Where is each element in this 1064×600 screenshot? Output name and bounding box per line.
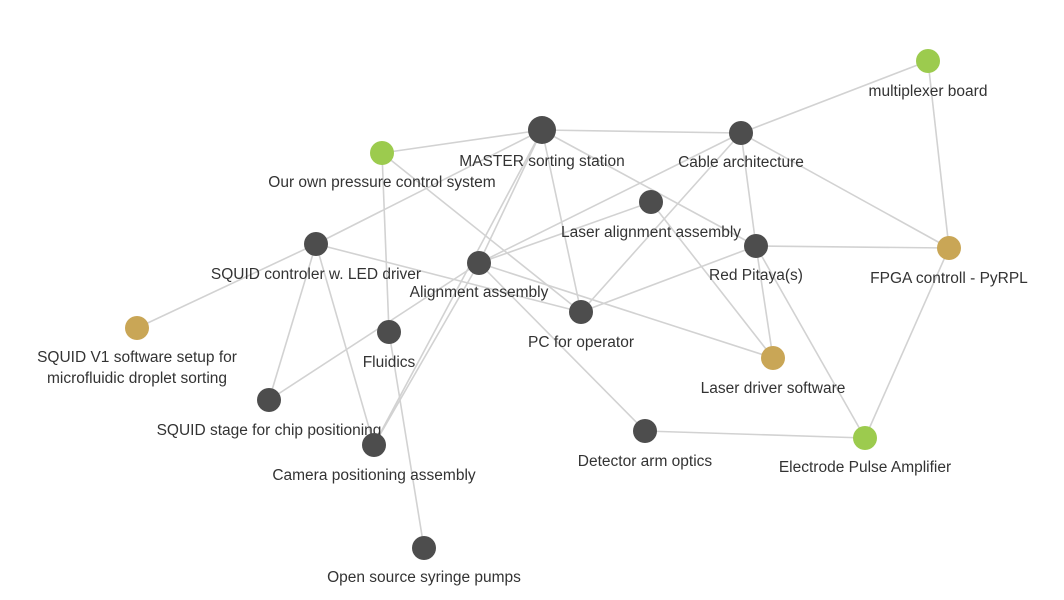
- node-camera[interactable]: Camera positioning assembly: [272, 433, 476, 484]
- node-pressure[interactable]: Our own pressure control system: [268, 141, 496, 191]
- node-red-pitaya[interactable]: Red Pitaya(s): [709, 234, 803, 284]
- edge-cable-fpga: [740, 132, 950, 249]
- edge-red_pitaya-fpga: [755, 245, 950, 249]
- edge-align-detector: [478, 262, 646, 432]
- node-label: SQUID controler w. LED driver: [211, 266, 421, 283]
- node-label: Fluidics: [363, 354, 416, 371]
- node-fluidics[interactable]: Fluidics: [363, 320, 416, 371]
- node-label: Cable architecture: [678, 154, 804, 171]
- edge-red_pitaya-electrode: [755, 245, 866, 439]
- edge-fpga-electrode: [864, 247, 950, 439]
- edge-red_pitaya-laser_driver: [755, 245, 774, 359]
- node-syringe[interactable]: Open source syringe pumps: [327, 536, 521, 586]
- edge-master-align: [478, 129, 543, 264]
- node-circle[interactable]: [370, 141, 394, 165]
- edge-align-squid_stage: [268, 262, 480, 401]
- node-circle[interactable]: [916, 49, 940, 73]
- node-label: Open source syringe pumps: [327, 569, 521, 586]
- node-multiplexer[interactable]: multiplexer board: [869, 49, 988, 100]
- node-label: PC for operator: [528, 334, 634, 351]
- node-circle[interactable]: [304, 232, 328, 256]
- edge-multiplexer-fpga: [927, 60, 950, 249]
- edge-align-camera: [373, 262, 480, 446]
- node-squid-v1[interactable]: SQUID V1 software setup for microfluidic …: [37, 316, 237, 387]
- edge-red_pitaya-pc: [580, 245, 757, 313]
- node-label: Electrode Pulse Amplifier: [779, 459, 951, 476]
- node-circle[interactable]: [744, 234, 768, 258]
- node-circle[interactable]: [937, 236, 961, 260]
- node-label: microfluidic droplet sorting: [47, 370, 227, 387]
- edge-cable-red_pitaya: [740, 132, 757, 247]
- node-circle[interactable]: [633, 419, 657, 443]
- node-label: multiplexer board: [869, 83, 988, 100]
- edge-cable-pc: [580, 132, 742, 313]
- edge-detector-electrode: [644, 430, 866, 439]
- node-label: Camera positioning assembly: [272, 467, 476, 484]
- edge-squid_ctrl-squid_v1: [136, 243, 317, 329]
- edge-cable-multiplexer: [740, 60, 929, 134]
- node-label: Laser alignment assembly: [561, 224, 741, 241]
- edge-master-camera: [373, 129, 543, 446]
- node-circle[interactable]: [412, 536, 436, 560]
- edge-pressure-fluidics: [381, 152, 390, 333]
- edge-squid_ctrl-squid_stage: [268, 243, 317, 401]
- edge-fluidics-syringe: [388, 331, 425, 549]
- node-pc[interactable]: PC for operator: [528, 300, 634, 351]
- edge-laser_align-laser_driver: [650, 201, 774, 359]
- node-circle[interactable]: [528, 116, 556, 144]
- node-circle[interactable]: [362, 433, 386, 457]
- node-electrode[interactable]: Electrode Pulse Amplifier: [779, 426, 951, 476]
- edge-master-red_pitaya: [541, 129, 757, 247]
- edge-cable-align: [478, 132, 742, 264]
- node-label: SQUID V1 software setup for: [37, 349, 237, 366]
- node-label: Laser driver software: [701, 380, 846, 397]
- node-label: Red Pitaya(s): [709, 267, 803, 284]
- node-label: Detector arm optics: [578, 453, 713, 470]
- node-circle[interactable]: [853, 426, 877, 450]
- node-circle[interactable]: [729, 121, 753, 145]
- node-label: Our own pressure control system: [268, 174, 495, 191]
- edge-master-cable: [541, 129, 742, 134]
- node-master[interactable]: MASTER sorting station: [459, 116, 625, 170]
- edge-align-laser_driver: [478, 262, 774, 359]
- node-squid-ctrl[interactable]: SQUID controler w. LED driver: [211, 232, 421, 283]
- edge-laser_align-align: [478, 201, 652, 264]
- edge-master-pc: [541, 129, 582, 313]
- node-fpga[interactable]: FPGA controll - PyRPL: [870, 236, 1028, 287]
- node-circle[interactable]: [569, 300, 593, 324]
- edge-master-squid_ctrl: [315, 129, 543, 245]
- node-circle[interactable]: [377, 320, 401, 344]
- node-circle[interactable]: [467, 251, 491, 275]
- node-laser-align[interactable]: Laser alignment assembly: [561, 190, 741, 241]
- node-circle[interactable]: [257, 388, 281, 412]
- node-circle[interactable]: [639, 190, 663, 214]
- edge-master-pressure: [381, 129, 543, 154]
- node-label: SQUID stage for chip positioning: [157, 422, 382, 439]
- node-detector[interactable]: Detector arm optics: [578, 419, 713, 470]
- edge-squid_ctrl-camera: [315, 243, 375, 446]
- node-circle[interactable]: [761, 346, 785, 370]
- node-laser-driver[interactable]: Laser driver software: [701, 346, 846, 397]
- edge-squid_ctrl-pc: [315, 243, 582, 313]
- node-label: MASTER sorting station: [459, 153, 624, 170]
- node-label: Alignment assembly: [410, 284, 549, 301]
- node-align[interactable]: Alignment assembly: [410, 251, 549, 301]
- nodes-layer: MASTER sorting station Cable architecture…: [37, 49, 1028, 586]
- node-circle[interactable]: [125, 316, 149, 340]
- node-label: FPGA controll - PyRPL: [870, 270, 1028, 287]
- edges-layer: [136, 60, 950, 549]
- node-cable[interactable]: Cable architecture: [678, 121, 804, 171]
- node-squid-stage[interactable]: SQUID stage for chip positioning: [157, 388, 382, 439]
